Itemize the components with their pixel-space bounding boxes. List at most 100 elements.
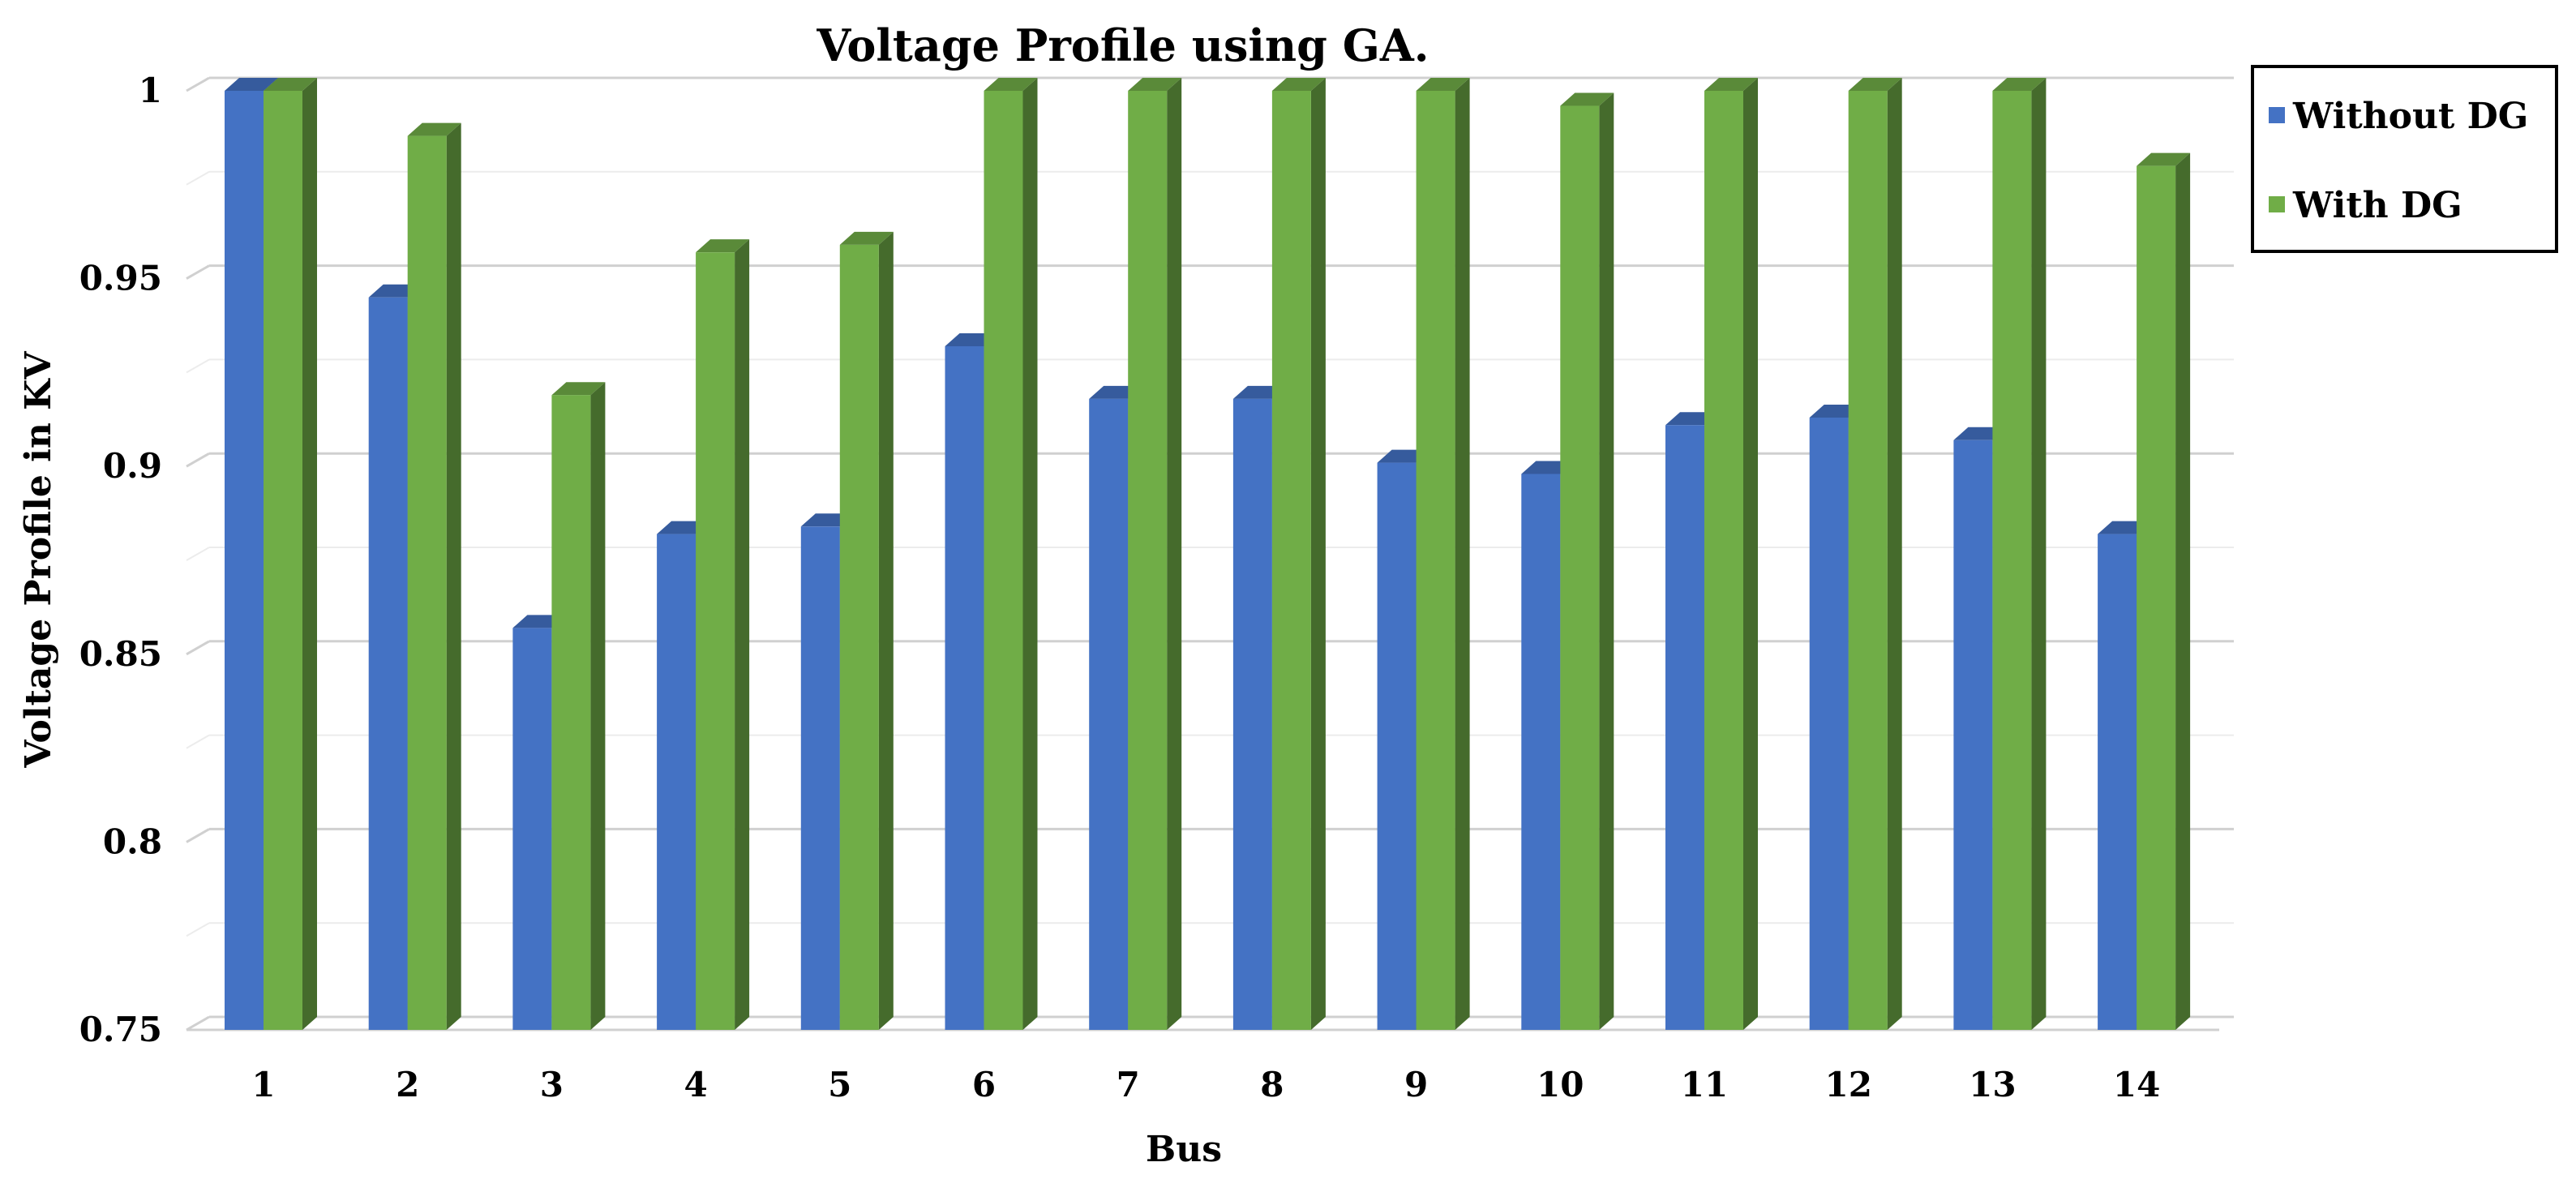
legend-label-with-dg: With DG [2292, 185, 2462, 226]
x-tick-label: 4 [684, 1065, 707, 1104]
bar-front [1560, 105, 1600, 1031]
bar-with-dg-bus-7 [1128, 78, 1182, 1030]
bar-top [1416, 78, 1470, 91]
y-tick-label: 0.85 [79, 634, 162, 674]
gridline-diagonal [186, 358, 210, 374]
gridline-diagonal [186, 170, 210, 186]
y-tick-label: 0.75 [79, 1010, 162, 1049]
x-tick-label: 11 [1681, 1065, 1728, 1104]
gridline-diagonal [186, 922, 210, 937]
bar-side [878, 231, 894, 1030]
x-tick-label: 3 [540, 1065, 564, 1104]
y-tick-label: 0.95 [79, 259, 162, 298]
gridline-diagonal [186, 547, 210, 561]
bar-with-dg-bus-11 [1704, 78, 1758, 1030]
legend-label-without-dg: Without DG [2292, 96, 2528, 137]
bar-front [264, 91, 302, 1030]
bar-front [512, 628, 552, 1030]
x-tick-label: 14 [2113, 1065, 2160, 1104]
bar-top [1560, 92, 1614, 106]
x-tick-label: 5 [828, 1065, 851, 1104]
bar-with-dg-bus-8 [1271, 78, 1326, 1030]
bar-front [984, 91, 1023, 1030]
bar-top [1992, 78, 2047, 91]
bar-top [407, 122, 461, 136]
legend: Without DG With DG [2251, 65, 2558, 253]
bar-front [1521, 474, 1561, 1030]
bar-front [368, 297, 408, 1030]
bar-front [1089, 398, 1129, 1031]
bar-front [1232, 398, 1272, 1031]
bar-front [1377, 462, 1417, 1030]
gridline-diagonal [186, 734, 210, 749]
bar-side [1455, 78, 1470, 1030]
bar-with-dg-bus-1 [264, 78, 317, 1030]
x-tick-label: 9 [1404, 1065, 1428, 1104]
bar-top [1271, 78, 1326, 91]
bar-side [446, 122, 461, 1031]
gridline-diagonal [186, 1015, 210, 1031]
bar-side [2031, 78, 2047, 1030]
x-tick-label: 12 [1824, 1065, 1871, 1104]
bar-front [1704, 91, 1743, 1030]
y-tick-label: 0.9 [103, 446, 162, 486]
y-tick-label: 1 [139, 71, 162, 110]
bar-with-dg-bus-14 [2137, 152, 2191, 1030]
y-axis-ticks: 0.75 0.8 0.85 0.9 0.95 1 [79, 71, 162, 1049]
bar-top [696, 239, 750, 253]
bar-front [945, 345, 984, 1030]
gridline-diagonal [186, 452, 210, 468]
bar-front [696, 252, 735, 1030]
bar-top [225, 78, 278, 91]
bar-with-dg-bus-13 [1992, 78, 2047, 1030]
bar-front [1271, 91, 1311, 1030]
y-axis-title: Voltage Profile in KV [18, 351, 59, 769]
bar-front [1848, 91, 1888, 1030]
x-tick-label: 1 [251, 1065, 275, 1104]
bar-front [1953, 440, 1993, 1030]
bar-top [1704, 78, 1758, 91]
y-tick-label: 0.8 [103, 821, 162, 861]
x-tick-label: 2 [396, 1065, 419, 1104]
x-tick-label: 8 [1260, 1065, 1284, 1104]
bar-front [551, 395, 591, 1030]
bar-side [1022, 78, 1038, 1030]
bar-with-dg-bus-4 [696, 239, 750, 1030]
bar-with-dg-bus-2 [407, 122, 461, 1031]
bar-front [1416, 91, 1455, 1030]
bar-side [1743, 78, 1758, 1030]
legend-swatch-with-dg [2269, 196, 2285, 212]
bar-top [1848, 78, 1902, 91]
x-axis-title: Bus [1146, 1129, 1222, 1170]
bar-side [1599, 92, 1614, 1031]
bar-with-dg-bus-3 [551, 382, 606, 1030]
bar-with-dg-bus-9 [1416, 78, 1470, 1030]
gridline-diagonal [186, 76, 210, 92]
bar-top [839, 231, 894, 245]
bar-side [1167, 78, 1182, 1030]
bar-with-dg-bus-12 [1848, 78, 1902, 1030]
bar-top [2137, 152, 2191, 166]
x-tick-label: 6 [972, 1065, 996, 1104]
bar-top [984, 78, 1038, 91]
bar-side [2175, 152, 2191, 1030]
gridline-diagonal [186, 828, 210, 843]
bar-front [407, 135, 447, 1031]
bar-front [1128, 91, 1168, 1030]
bar-top [264, 78, 317, 91]
bar-side [1887, 78, 1902, 1030]
bar-front [1665, 425, 1704, 1030]
bar-side [735, 239, 750, 1030]
bar-front [1992, 91, 2032, 1030]
bar-top [1128, 78, 1182, 91]
x-tick-label: 10 [1537, 1065, 1584, 1104]
gridline-diagonal [186, 264, 210, 280]
bar-side [302, 78, 317, 1030]
bar-front [657, 534, 697, 1030]
bar-front [1809, 417, 1849, 1030]
bar-side [1310, 78, 1326, 1030]
bar-with-dg-bus-6 [984, 78, 1038, 1030]
bar-side [590, 382, 606, 1030]
